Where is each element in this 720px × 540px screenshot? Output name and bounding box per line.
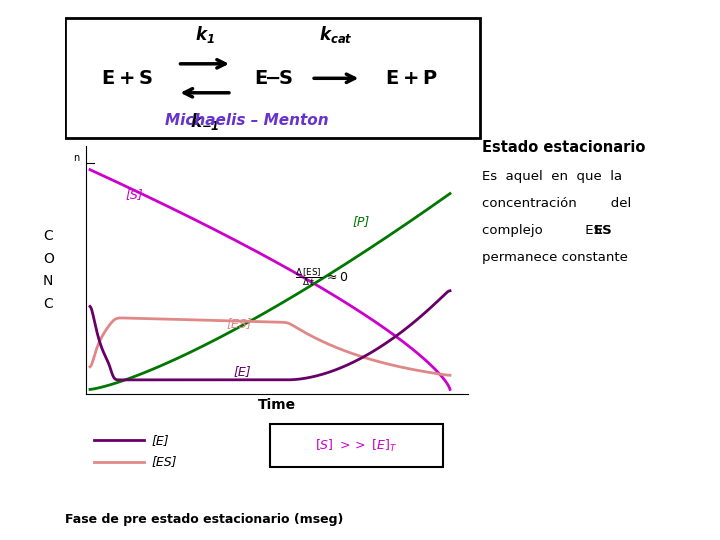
FancyBboxPatch shape [270,423,443,467]
FancyBboxPatch shape [65,18,480,138]
Text: Estado estacionario: Estado estacionario [482,140,646,156]
Text: $[S]\ >>\ [E]_T$: $[S]\ >>\ [E]_T$ [315,437,397,454]
Text: $\mathbf{E + S}$: $\mathbf{E + S}$ [102,69,153,88]
Text: $\frac{\Delta\,[\mathrm{ES}]}{\Delta\,t}$$\,\approx 0$: $\frac{\Delta\,[\mathrm{ES}]}{\Delta\,t}… [295,266,348,288]
Text: permanece constante: permanece constante [482,251,629,264]
Text: ES: ES [594,224,613,237]
Text: $\mathbf{E + P}$: $\mathbf{E + P}$ [385,69,438,88]
Text: Es  aquel  en  que  la: Es aquel en que la [482,170,623,183]
Text: C
O
N
C: C O N C [42,229,54,311]
Text: Michaelis – Menton: Michaelis – Menton [165,113,328,129]
Text: [ES]: [ES] [227,318,252,330]
Text: [E]: [E] [234,365,251,378]
Text: $\mathbf{E\!\!-\!\!S}$: $\mathbf{E\!\!-\!\!S}$ [254,69,293,88]
Text: concentración        del: concentración del [482,197,631,210]
Text: $\bfit{k_{-1}}$: $\bfit{k_{-1}}$ [190,111,220,132]
Text: complejo          ES: complejo ES [482,224,602,237]
Text: [S]: [S] [126,188,143,201]
Text: n: n [73,153,79,163]
Text: [P]: [P] [353,214,370,228]
Text: Fase de pre estado estacionario (mseg): Fase de pre estado estacionario (mseg) [65,514,343,526]
Text: [E]: [E] [151,434,168,447]
Text: $\bfit{k_{cat}}$: $\bfit{k_{cat}}$ [319,24,354,45]
X-axis label: Time: Time [258,399,296,413]
Text: [ES]: [ES] [151,455,176,468]
Text: $\bfit{k_1}$: $\bfit{k_1}$ [194,24,215,45]
